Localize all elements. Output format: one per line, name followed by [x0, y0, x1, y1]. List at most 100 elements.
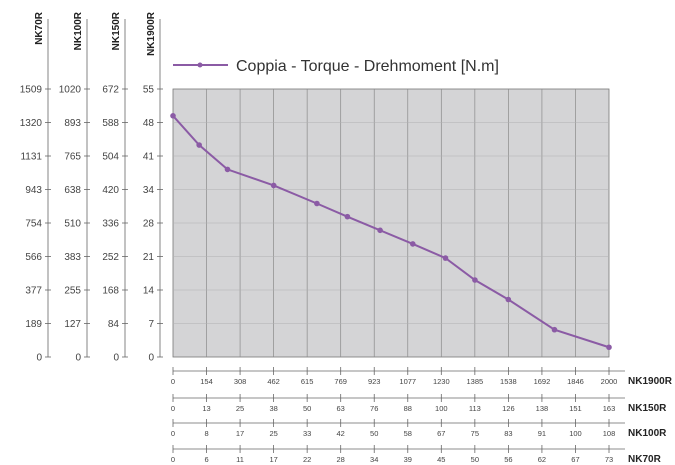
x-tick-label: 0: [171, 377, 175, 386]
x-tick-label: 73: [605, 455, 613, 464]
y-tick-label: 765: [64, 152, 81, 163]
y-tick-label: 168: [102, 286, 119, 297]
y-axis-name: NK100R: [73, 11, 84, 50]
y-tick-label: 55: [143, 85, 155, 96]
x-tick-label: 50: [303, 404, 311, 413]
x-tick-label: 34: [370, 455, 378, 464]
x-axis-nk70r: 0 6 11 17 22 28 34 39 45 50 56 62 67 73 NK70R: [171, 445, 662, 465]
x-axes: 0 154 308 462 615 769 923 1077 1230 1385 1538 1692 1…: [171, 367, 673, 465]
x-tick-label: 1385: [467, 377, 484, 386]
y-tick-label: 893: [64, 118, 81, 129]
legend-label: Coppia - Torque - Drehmoment [N.m]: [236, 58, 499, 75]
x-tick-label: 22: [303, 455, 311, 464]
plot-area: [172, 88, 610, 358]
x-tick-label: 63: [337, 404, 345, 413]
y-axis-nk100r: 1020 893 765 638 510 383 255 127 0 NK100R: [59, 11, 90, 364]
y-tick-label: 252: [102, 252, 119, 263]
y-tick-label: 41: [143, 152, 155, 163]
y-tick-label: 0: [75, 353, 81, 364]
series: [170, 113, 612, 351]
data-point: [551, 326, 558, 333]
x-tick-label: 67: [571, 455, 579, 464]
x-tick-label: 33: [303, 429, 311, 438]
y-tick-label: 84: [108, 319, 120, 330]
y-axis-nk1900r: 55 48 41 34 28 21 14 7 0 NK1900R: [143, 11, 163, 364]
x-tick-label: 6: [204, 455, 208, 464]
y-tick-label: 638: [64, 185, 81, 196]
x-axis-name: NK70R: [628, 454, 662, 465]
y-tick-label: 48: [143, 118, 155, 129]
y-axis-nk150r: 672 588 504 420 336 252 168 84 0 NK150R: [102, 11, 128, 364]
x-tick-label: 113: [469, 404, 481, 413]
x-tick-label: 58: [404, 429, 412, 438]
x-tick-label: 615: [301, 377, 314, 386]
y-tick-label: 14: [143, 286, 155, 297]
x-axis-nk150r: 0 13 25 38 50 63 76 88 100 113 126 138 151 163 NK150R: [171, 394, 667, 414]
x-tick-label: 1692: [534, 377, 551, 386]
y-tick-label: 943: [25, 185, 42, 196]
x-axis-name: NK1900R: [628, 376, 673, 387]
data-point: [472, 277, 478, 283]
y-tick-label: 34: [143, 185, 155, 196]
x-tick-label: 0: [171, 429, 175, 438]
x-tick-label: 83: [504, 429, 512, 438]
x-tick-label: 17: [236, 429, 244, 438]
y-tick-label: 566: [25, 252, 42, 263]
y-tick-label: 510: [64, 219, 81, 230]
x-tick-label: 138: [536, 404, 549, 413]
y-axes: 1509 1320 1131 943 754 566 377 189 0 NK70R 1020 893…: [20, 11, 163, 364]
x-tick-label: 163: [603, 404, 616, 413]
x-tick-label: 75: [471, 429, 479, 438]
x-tick-label: 1230: [433, 377, 450, 386]
y-tick-label: 1131: [20, 152, 42, 163]
x-axis-name: NK150R: [628, 403, 667, 414]
data-point: [606, 344, 612, 351]
data-point: [377, 227, 383, 234]
x-tick-label: 0: [171, 455, 175, 464]
data-point: [224, 166, 231, 173]
data-point: [270, 182, 277, 189]
x-tick-label: 769: [334, 377, 347, 386]
x-tick-label: 25: [269, 429, 277, 438]
y-axis-name: NK1900R: [146, 11, 157, 56]
x-tick-label: 39: [404, 455, 412, 464]
x-tick-label: 923: [368, 377, 381, 386]
data-point: [442, 255, 449, 261]
data-point: [314, 200, 320, 207]
y-tick-label: 1320: [20, 118, 43, 129]
y-tick-label: 383: [64, 252, 81, 263]
y-tick-label: 7: [148, 319, 154, 330]
x-tick-label: 11: [236, 455, 244, 464]
y-tick-label: 420: [102, 185, 119, 196]
x-tick-label: 88: [404, 404, 412, 413]
data-point: [344, 213, 351, 220]
x-tick-label: 1538: [500, 377, 517, 386]
x-tick-label: 45: [437, 455, 445, 464]
y-tick-label: 336: [102, 219, 119, 230]
x-tick-label: 91: [538, 429, 546, 438]
y-tick-label: 504: [102, 152, 119, 163]
x-tick-label: 100: [569, 429, 582, 438]
x-tick-label: 50: [471, 455, 479, 464]
x-tick-label: 154: [200, 377, 213, 386]
x-tick-label: 151: [569, 404, 582, 413]
x-tick-label: 108: [603, 429, 616, 438]
x-tick-label: 8: [204, 429, 208, 438]
x-tick-label: 17: [269, 455, 277, 464]
y-tick-label: 189: [25, 319, 42, 330]
data-point: [196, 142, 202, 148]
data-point: [410, 241, 416, 247]
y-tick-label: 754: [25, 219, 42, 230]
x-tick-label: 28: [337, 455, 345, 464]
x-tick-label: 13: [202, 404, 210, 413]
legend-marker: [197, 62, 203, 68]
x-tick-label: 50: [370, 429, 378, 438]
x-tick-label: 76: [370, 404, 378, 413]
y-tick-label: 588: [102, 118, 119, 129]
x-tick-label: 42: [337, 429, 345, 438]
y-tick-label: 0: [36, 353, 42, 364]
x-tick-label: 62: [538, 455, 546, 464]
x-tick-label: 308: [234, 377, 247, 386]
data-point: [505, 296, 512, 303]
